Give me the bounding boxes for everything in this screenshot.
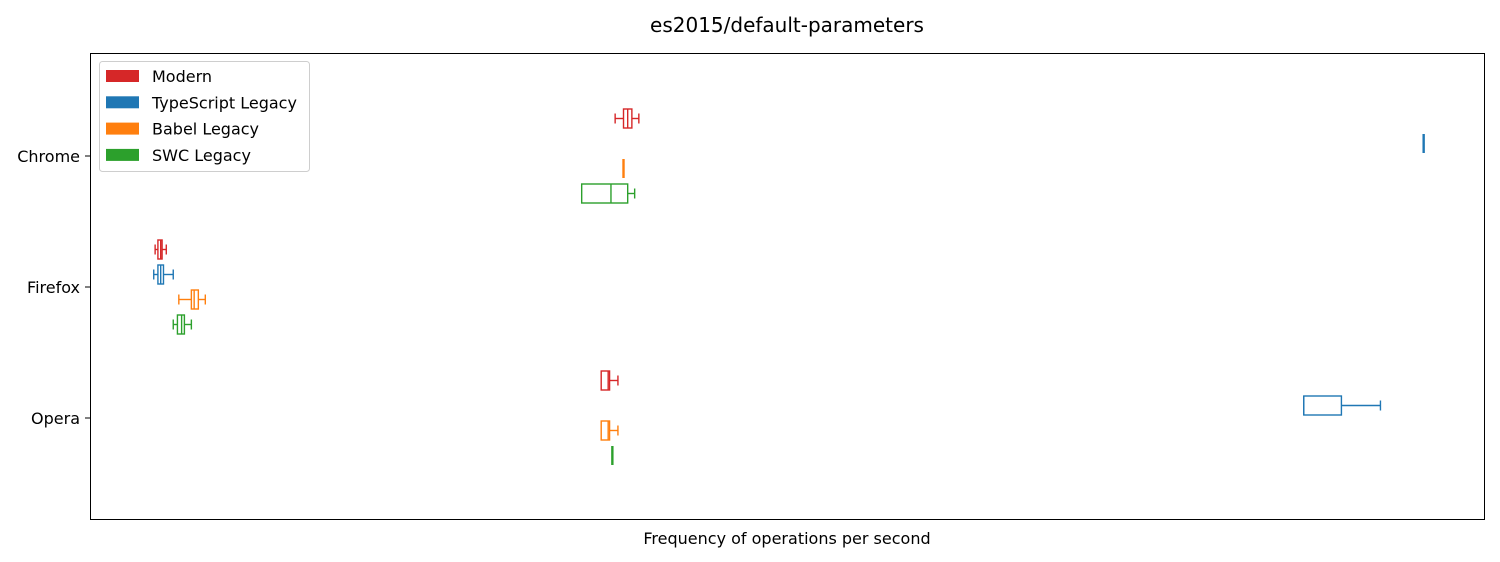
box-swc-legacy-chrome [580,183,636,204]
box-modern-opera [600,370,619,391]
legend-label: Babel Legacy [152,120,259,139]
chart-title: es2015/default-parameters [650,13,924,37]
box-babel-legacy-opera [600,420,619,441]
legend-swatch [106,70,139,82]
box-typescript-legacy-firefox [153,264,174,285]
box-babel-legacy-firefox [178,289,207,310]
legend: Modern TypeScript Legacy Babel Legacy SWC L… [99,61,310,172]
y-tick-label: Firefox [27,278,80,297]
box-iqr [1303,395,1343,416]
y-axis: Chrome Firefox Opera [17,147,91,428]
x-axis-label: Frequency of operations per second [643,529,930,548]
plot-area [153,108,1425,465]
legend-label: TypeScript Legacy [151,93,297,112]
legend-label: SWC Legacy [152,146,251,165]
legend-frame [99,61,310,172]
legend-swatch [106,148,139,161]
box-iqr [580,183,629,204]
box-typescript-legacy-opera [1303,395,1382,416]
legend-swatch [106,122,139,135]
box-modern-firefox [154,239,167,260]
box-swc-legacy-firefox [172,314,193,335]
box-modern-chrome [614,108,640,129]
y-tick-label: Opera [31,409,80,428]
y-tick-label: Chrome [17,147,80,166]
legend-swatch [106,96,139,109]
legend-label: Modern [152,67,212,86]
